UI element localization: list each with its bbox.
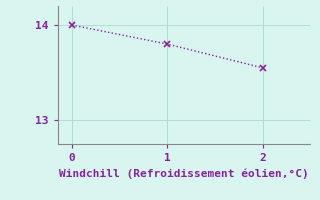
X-axis label: Windchill (Refroidissement éolien,°C): Windchill (Refroidissement éolien,°C) <box>59 169 309 179</box>
